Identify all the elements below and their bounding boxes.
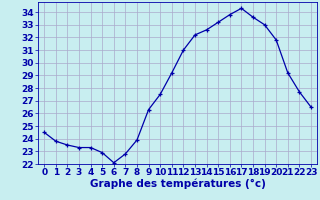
- X-axis label: Graphe des températures (°c): Graphe des températures (°c): [90, 179, 266, 189]
